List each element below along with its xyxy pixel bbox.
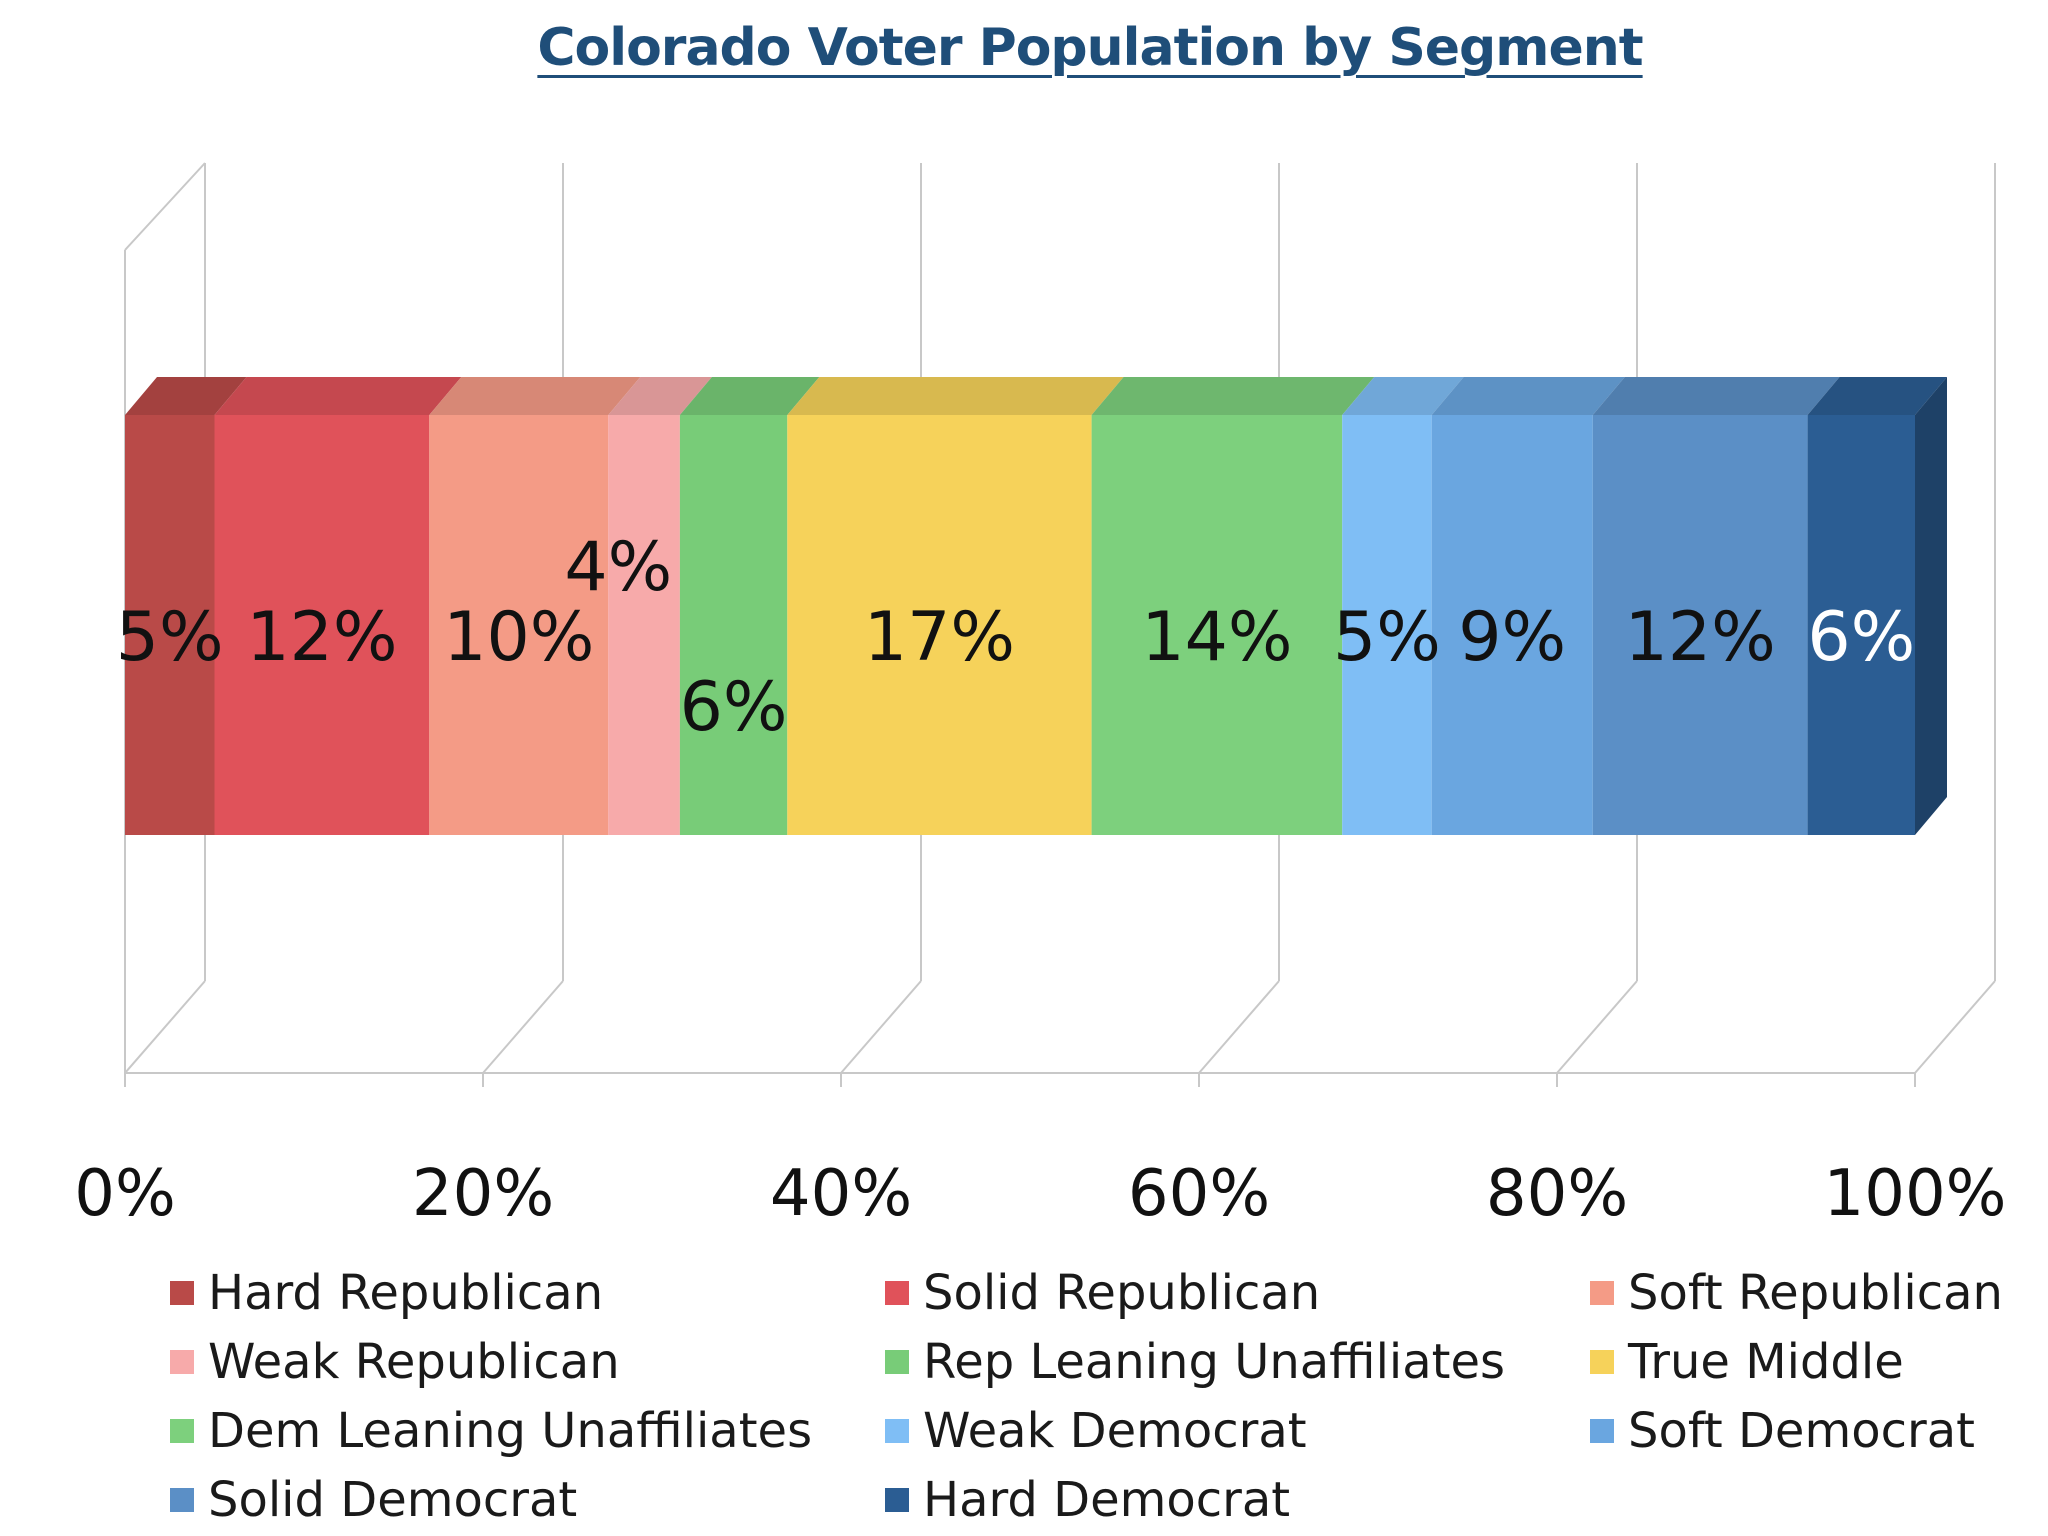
bar-value-label: 10% [443, 598, 594, 677]
legend-swatch [1590, 1350, 1614, 1374]
bar-segment-front [679, 415, 788, 835]
legend-item: Solid Republican [885, 1265, 1320, 1321]
x-tick-label: 100% [1824, 1157, 2007, 1231]
bar-value-label: 17% [864, 598, 1015, 677]
bar-value-label: 12% [1625, 598, 1776, 677]
legend-label: Weak Democrat [923, 1403, 1307, 1459]
legend-label: Dem Leaning Unaffiliates [208, 1403, 813, 1459]
bar-segment-front [125, 415, 215, 835]
bar-value-label: 14% [1141, 598, 1292, 677]
legend-label: Rep Leaning Unaffiliates [923, 1334, 1506, 1390]
bar-segment-top [214, 377, 462, 415]
bar-segment-top [787, 377, 1124, 415]
legend-label: Hard Democrat [923, 1472, 1291, 1528]
legend-swatch [1590, 1281, 1614, 1305]
bar-value-label: 5% [1333, 598, 1441, 677]
bar-segment-front [1592, 415, 1808, 835]
bar-segment-front [429, 415, 609, 835]
x-tick-label: 80% [1486, 1157, 1628, 1231]
bar-value-label: 12% [246, 598, 397, 677]
bars-layer [125, 377, 1947, 835]
bar-segment-front [1091, 415, 1343, 835]
bar-segment-front [1431, 415, 1593, 835]
x-tick-labels: 0% 20% 40% 60% 80% 100% [74, 1157, 2006, 1231]
bar-segment-front [1807, 415, 1915, 835]
bar-segment [1807, 377, 1947, 835]
bar-segment-top [125, 377, 247, 415]
bar-value-label: 6% [1807, 598, 1915, 677]
bar-segment-top [1807, 377, 1947, 415]
x-tick-label: 0% [74, 1157, 176, 1231]
legend-label: Hard Republican [208, 1265, 604, 1321]
legend-swatch [885, 1281, 909, 1305]
bar-segment-front [787, 415, 1092, 835]
legend-swatch [885, 1419, 909, 1443]
legend-item: Weak Democrat [885, 1403, 1307, 1459]
bar-chart: 5% 12% 10%4%6%17% 14% 5% 9% 12% 6% 0% 20% 40% 60% 8… [74, 162, 2006, 1231]
bar-segment [214, 377, 462, 835]
legend-item: Dem Leaning Unaffiliates [170, 1403, 812, 1459]
legend-label: Solid Republican [923, 1265, 1321, 1321]
bar-value-label: 9% [1458, 598, 1566, 677]
legend-label: True Middle [1628, 1334, 1904, 1390]
bar-segment-top [1342, 377, 1464, 415]
floor-gridline [840, 980, 922, 1074]
x-tick-label: 40% [770, 1157, 912, 1231]
floor-gridline [1556, 980, 1638, 1074]
bar-value-label: 6% [680, 668, 788, 747]
legend-item: True Middle [1590, 1334, 1904, 1390]
bar-segment [125, 377, 247, 835]
bar-segment [1592, 377, 1840, 835]
legend-item: Soft Republican [1590, 1265, 2003, 1321]
bar-segment-front [214, 415, 430, 835]
bar-segment [608, 377, 712, 835]
legend-swatch [1590, 1419, 1614, 1443]
bar-segment [679, 377, 820, 835]
legend-swatch [170, 1419, 194, 1443]
legend-swatch [170, 1350, 194, 1374]
x-tick-label: 20% [412, 1157, 554, 1231]
bar-segment-side [1915, 377, 1947, 835]
legend-item: Rep Leaning Unaffiliates [885, 1334, 1505, 1390]
bar-segment [1342, 377, 1464, 835]
floor-gridline [482, 980, 564, 1074]
bar-value-label: 4% [564, 528, 672, 607]
bar-segment [429, 377, 641, 835]
bar-segment-top [1431, 377, 1625, 415]
bar-segment [1431, 377, 1625, 835]
bar-segment-top [429, 377, 641, 415]
bar-value-label: 5% [116, 598, 224, 677]
legend-swatch [885, 1488, 909, 1512]
legend-item: Weak Republican [170, 1334, 620, 1390]
bar-segment-top [1592, 377, 1840, 415]
floor-gridline [1198, 980, 1280, 1074]
bar-segment-front [608, 415, 680, 835]
bar-segment-top [1091, 377, 1375, 415]
side-wall-top [124, 162, 206, 251]
bar-segment-front [1342, 415, 1432, 835]
segment-labels-layer: 5% 12% 10%4%6%17% 14% 5% 9% 12% 6% [116, 528, 1915, 747]
legend-item: Hard Republican [170, 1265, 603, 1321]
legend-item: Soft Democrat [1590, 1403, 1975, 1459]
legend-swatch [885, 1350, 909, 1374]
legend-item: Solid Democrat [170, 1472, 577, 1528]
floor-gridline [1914, 980, 1996, 1074]
legend-label: Soft Republican [1628, 1265, 2003, 1321]
bar-segment [787, 377, 1124, 835]
bar-segment-top [608, 377, 712, 415]
legend-item: Hard Democrat [885, 1472, 1290, 1528]
legend-label: Soft Democrat [1628, 1403, 1975, 1459]
legend-swatch [170, 1488, 194, 1512]
legend-label: Solid Democrat [208, 1472, 578, 1528]
legend-label: Weak Republican [208, 1334, 620, 1390]
x-tick-label: 60% [1128, 1157, 1270, 1231]
bar-segment [1091, 377, 1375, 835]
legend-swatch [170, 1281, 194, 1305]
chart-title: Colorado Voter Population by Segment [537, 18, 1643, 78]
bar-segment-top [679, 377, 820, 415]
floor-gridline [124, 980, 206, 1074]
